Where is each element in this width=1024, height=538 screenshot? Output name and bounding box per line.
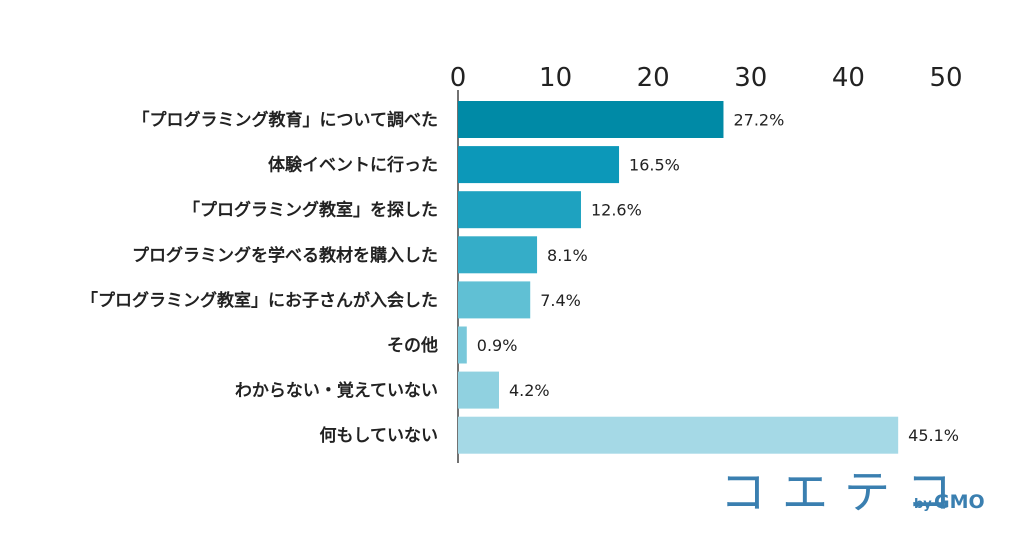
bar bbox=[458, 146, 620, 184]
category-label: 「プログラミング教室」にお子さんが入会した bbox=[81, 290, 438, 311]
x-tick-label: 10 bbox=[539, 63, 572, 93]
logo-text: コエテコ bbox=[720, 465, 968, 519]
x-tick-label: 20 bbox=[637, 63, 670, 93]
bar bbox=[458, 281, 531, 319]
category-label: プログラミングを学べる教材を購入した bbox=[132, 245, 438, 266]
category-label: 「プログラミング教育」について調べた bbox=[133, 110, 439, 131]
data-label: 12.6% bbox=[591, 201, 642, 220]
category-label: わからない・覚えていない bbox=[235, 380, 438, 401]
bar bbox=[458, 191, 581, 229]
logo-by: by bbox=[914, 497, 932, 512]
category-label: その他 bbox=[387, 335, 438, 356]
brand-logo: コエテコ by GMO bbox=[720, 465, 985, 519]
data-label: 27.2% bbox=[733, 111, 784, 130]
x-axis-ticks: 0 10 20 30 40 50 bbox=[450, 63, 963, 93]
logo-brand: GMO bbox=[934, 491, 985, 513]
data-label: 0.9% bbox=[477, 336, 518, 355]
data-label: 7.4% bbox=[540, 291, 581, 310]
x-tick-label: 30 bbox=[734, 63, 767, 93]
bar bbox=[458, 416, 899, 454]
category-label: 「プログラミング教室」を探した bbox=[183, 200, 438, 221]
x-tick-label: 0 bbox=[450, 63, 467, 93]
data-label: 4.2% bbox=[509, 381, 550, 400]
bars bbox=[458, 101, 899, 454]
data-label: 45.1% bbox=[908, 426, 959, 445]
category-labels: 「プログラミング教育」について調べた体験イベントに行った「プログラミング教室」を… bbox=[81, 110, 438, 447]
category-label: 体験イベントに行った bbox=[268, 155, 438, 176]
data-label: 16.5% bbox=[629, 156, 680, 175]
x-tick-label: 50 bbox=[929, 63, 962, 93]
x-tick-label: 40 bbox=[832, 63, 865, 93]
bar bbox=[458, 236, 538, 274]
data-label: 8.1% bbox=[547, 246, 588, 265]
bar bbox=[458, 326, 467, 364]
data-labels: 27.2% 16.5% 12.6% 8.1% 7.4% 0.9% 4.2% 45.1% bbox=[477, 111, 959, 446]
category-label: 何もしていない bbox=[320, 425, 439, 446]
bar bbox=[458, 101, 724, 138]
bar bbox=[458, 371, 499, 409]
